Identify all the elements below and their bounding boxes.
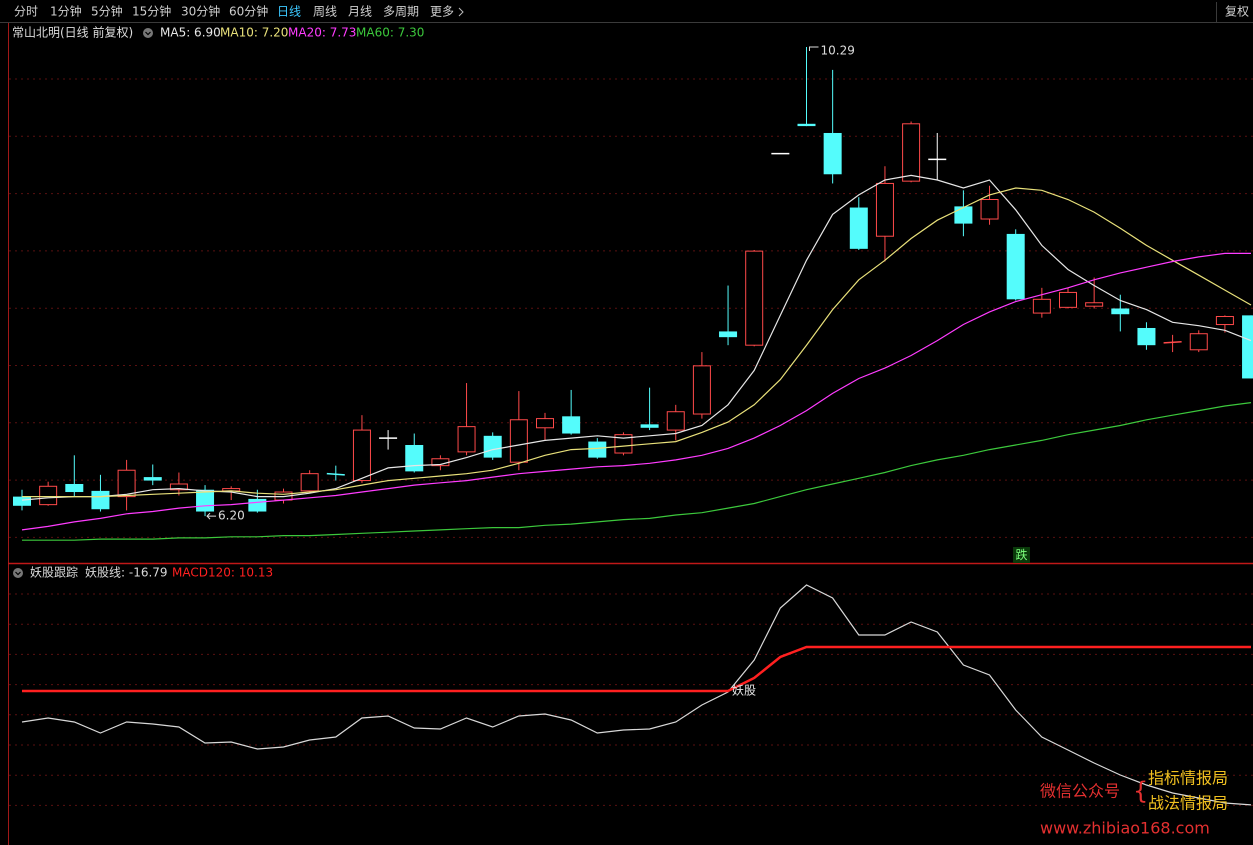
candle-body bbox=[954, 206, 973, 224]
indicator-icon-arrow bbox=[15, 571, 21, 576]
low-annotation: 6.20 bbox=[218, 509, 245, 523]
candle-body bbox=[666, 411, 685, 431]
legend-entry: MACD120: 10.13 bbox=[172, 566, 273, 580]
candle-body bbox=[1085, 302, 1104, 307]
timeframe-tab[interactable]: 5分钟 bbox=[91, 4, 123, 19]
candle-body bbox=[39, 485, 58, 506]
candle-body bbox=[509, 419, 528, 463]
candle-body bbox=[719, 331, 738, 338]
candle-body bbox=[1242, 315, 1253, 379]
candle-body bbox=[457, 426, 476, 453]
annotation-pointer bbox=[206, 512, 217, 520]
candle-body bbox=[823, 132, 842, 175]
candle-body bbox=[169, 483, 188, 491]
timeframe-tab[interactable]: 1分钟 bbox=[50, 4, 82, 19]
indicator-title: 妖股跟踪 bbox=[30, 566, 78, 580]
legend-entry: 妖股线: -16.79 bbox=[85, 566, 168, 580]
candle-body bbox=[536, 418, 554, 429]
timeframe-tab[interactable]: 30分钟 bbox=[181, 4, 220, 19]
candle-body bbox=[300, 473, 319, 492]
high-annotation: 10.29 bbox=[821, 43, 855, 57]
timeframe-tab[interactable]: 周线 bbox=[313, 5, 337, 19]
candle-body bbox=[745, 250, 764, 346]
watermark-name: 战法情报局 bbox=[1148, 794, 1228, 813]
candle-body bbox=[65, 483, 84, 493]
candle-body bbox=[1006, 233, 1025, 300]
legend-entry: MA60: 7.30 bbox=[356, 26, 424, 40]
signal-label: 跌 bbox=[1015, 547, 1027, 562]
timeframe-tab[interactable]: 多周期 bbox=[383, 5, 419, 19]
candle-body bbox=[1032, 298, 1051, 314]
stock-title: 常山北明(日线 前复权) bbox=[12, 25, 133, 40]
plot: MA5: 6.90 MA10: 7.20 MA20: 7.73 MA60: 7.30 1… bbox=[13, 26, 1253, 806]
signal-badge bbox=[1013, 547, 1030, 563]
candle-body bbox=[1059, 291, 1077, 308]
candle-body bbox=[1137, 327, 1156, 346]
indicator-line bbox=[21, 584, 1252, 806]
candle-body bbox=[352, 429, 371, 482]
timeframe-tab[interactable]: 60分钟 bbox=[229, 4, 268, 19]
candle-body bbox=[640, 424, 659, 428]
watermark-url: www.zhibiao168.com bbox=[1040, 819, 1210, 838]
candle-body bbox=[562, 416, 581, 434]
watermark-brace: { bbox=[1133, 777, 1148, 805]
candle-body bbox=[875, 182, 894, 237]
candle-body bbox=[13, 496, 31, 506]
candle-body bbox=[1163, 341, 1182, 344]
candle-body bbox=[91, 490, 110, 510]
candle-body bbox=[405, 444, 424, 472]
candle-body bbox=[849, 207, 868, 249]
candle-body bbox=[196, 489, 215, 512]
settings-icon[interactable] bbox=[143, 28, 153, 38]
candle-body bbox=[483, 435, 502, 458]
fuquan-button[interactable]: 复权 bbox=[1225, 5, 1249, 19]
candle-body bbox=[248, 498, 267, 512]
candle-body bbox=[143, 477, 162, 481]
indicator-icon[interactable] bbox=[13, 568, 23, 578]
indicator-line bbox=[22, 187, 1252, 498]
indicator-line bbox=[22, 645, 1251, 693]
settings-icon-arrow bbox=[145, 31, 151, 36]
more-chevron[interactable] bbox=[458, 7, 464, 17]
toolbar: 分时 1分钟 5分钟 15分钟 30分钟 60分钟 日线 周线 月线 多周期 更多 bbox=[14, 4, 454, 19]
candle-body bbox=[902, 123, 921, 182]
candle-body bbox=[117, 469, 136, 498]
legend-entry: MA5: 6.90 bbox=[160, 26, 221, 40]
candle-body bbox=[588, 441, 607, 458]
candle-body bbox=[1189, 333, 1208, 351]
candle-body bbox=[980, 199, 999, 220]
candle-body bbox=[692, 365, 711, 415]
candle-body bbox=[614, 434, 633, 454]
watermark-label: 微信公众号 bbox=[1040, 782, 1120, 801]
timeframe-tab[interactable]: 日线 bbox=[277, 5, 301, 19]
timeframe-tab[interactable]: 更多 bbox=[430, 5, 454, 19]
timeframe-tab[interactable]: 分时 bbox=[14, 5, 38, 19]
legend-entry: MA10: 7.20 bbox=[220, 26, 288, 40]
candle-body bbox=[326, 472, 345, 476]
annotation-pointer bbox=[809, 46, 819, 51]
timeframe-tab[interactable]: 15分钟 bbox=[132, 4, 171, 19]
timeframe-tab[interactable]: 月线 bbox=[348, 5, 372, 19]
signal-label: 妖股 bbox=[732, 684, 756, 698]
watermark-name: 指标情报局 bbox=[1148, 769, 1228, 788]
indicator-line bbox=[22, 402, 1252, 541]
indicator-line bbox=[21, 252, 1251, 531]
candle-body bbox=[1111, 308, 1130, 315]
candle-body bbox=[797, 123, 816, 127]
indicator-line bbox=[21, 174, 1252, 501]
candle-body bbox=[1215, 316, 1234, 326]
legend-entry: MA20: 7.73 bbox=[288, 26, 356, 40]
